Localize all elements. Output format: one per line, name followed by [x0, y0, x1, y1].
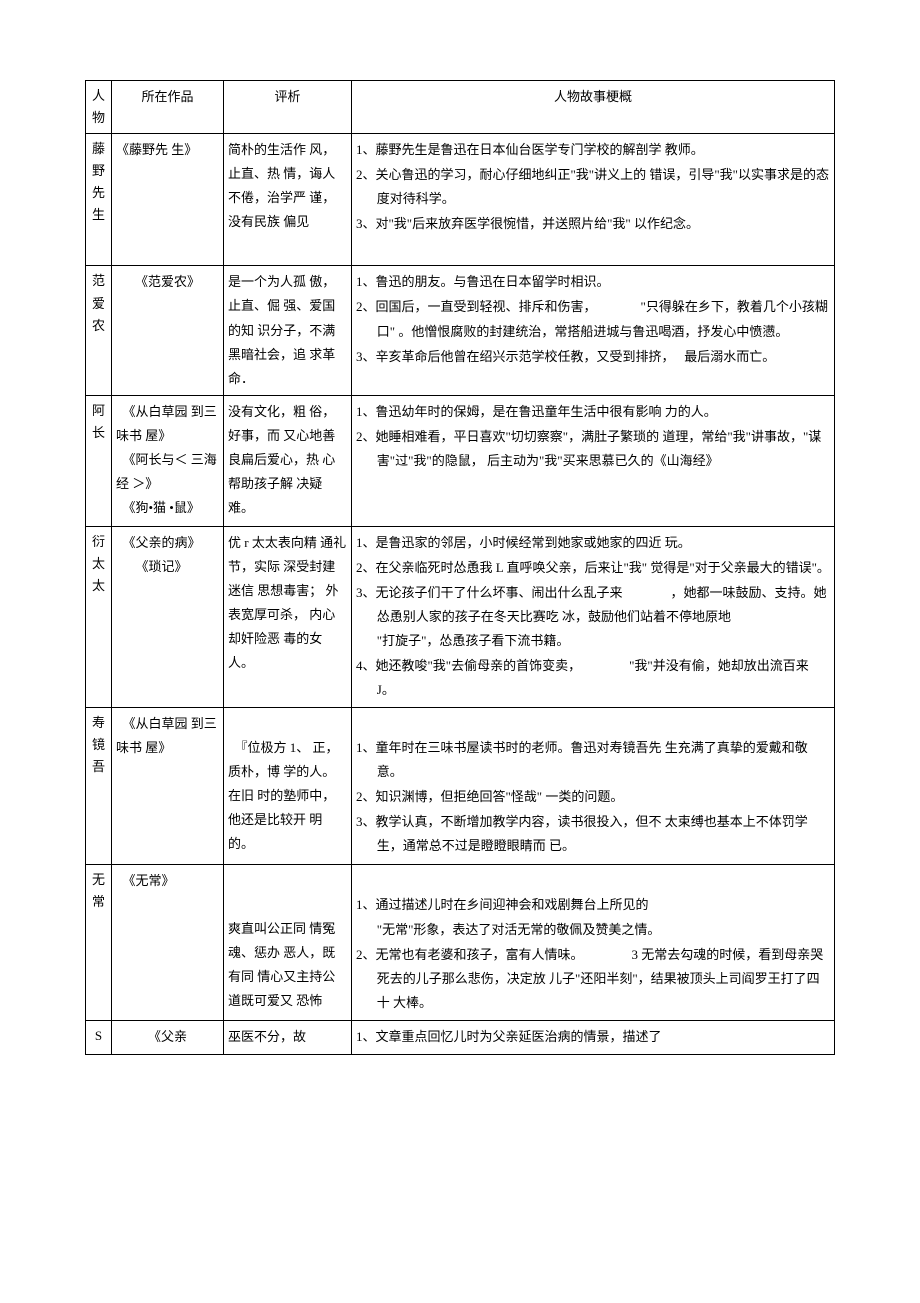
story-item: 1、通过描述儿时在乡间迎神会和戏剧舞台上所见的: [356, 893, 830, 917]
table-header-row: 人物 所在作品 评析 人物故事梗概: [86, 81, 835, 134]
table-row: 寿镜吾 《从白草园 到三味书 屋》 『位极方 1、 正，质朴，博 学的人。在旧 …: [86, 708, 835, 864]
story-item: 2、无常也有老婆和孩子，富有人情味。3 无常去勾魂的时候，看到母亲哭死去的儿子那…: [356, 943, 830, 1015]
cell-person: 衍太太: [86, 526, 112, 707]
table-row: 无常 《无常》 爽直叫公正同 情冤魂、惩办 恶人，既有同 情心又主持公 道既可爱…: [86, 864, 835, 1020]
cell-analysis: 简朴的生活作 风，止直、热 情，诲人不倦，治学严 谨，没有民族 偏见: [224, 134, 352, 266]
col-header-works: 所在作品: [112, 81, 224, 134]
table-row: S 《父亲 巫医不分，故 1、文章重点回忆儿时为父亲延医治病的情景，描述了: [86, 1020, 835, 1054]
cell-person: 范爱农: [86, 266, 112, 395]
table-row: 藤野先生 《藤野先 生》 简朴的生活作 风，止直、热 情，诲人不倦，治学严 谨，…: [86, 134, 835, 266]
cell-person: S: [86, 1020, 112, 1054]
cell-person: 无常: [86, 864, 112, 1020]
character-table: 人物 所在作品 评析 人物故事梗概 藤野先生 《藤野先 生》 简朴的生活作 风，…: [85, 80, 835, 1055]
cell-person: 寿镜吾: [86, 708, 112, 864]
cell-analysis: 是一个为人孤 傲，止直、倔 强、爱国的知 识分子，不满 黑暗社会，追 求革命．: [224, 266, 352, 395]
cell-story: 1、是鲁迅家的邻居，小时候经常到她家或她家的四近 玩。 2、在父亲临死时怂恿我 …: [352, 526, 835, 707]
cell-works: 《从白草园 到三味书 屋》: [112, 708, 224, 864]
story-item: 3、无论孩子们干了什么坏事、闹出什么乱子来，她都一味鼓励、支持。她怂恿别人家的孩…: [356, 581, 830, 653]
table-row: 范爱农 《范爱农》 是一个为人孤 傲，止直、倔 强、爱国的知 识分子，不满 黑暗…: [86, 266, 835, 395]
story-item: 3、教学认真，不断增加教学内容，读书很投入，但不 太束缚也基本上不体罚学生，通常…: [356, 810, 830, 858]
cell-works: 《范爱农》: [112, 266, 224, 395]
story-item: 1、鲁迅的朋友。与鲁迅在日本留学时相识。: [356, 270, 830, 294]
cell-story: 1、童年时在三味书屋读书时的老师。鲁迅对寿镜吾先 生充满了真挚的爱戴和敬意。 2…: [352, 708, 835, 864]
cell-works: 《父亲的病》 《琐记》: [112, 526, 224, 707]
cell-story: 1、通过描述儿时在乡间迎神会和戏剧舞台上所见的 "无常"形象，表达了对活无常的敬…: [352, 864, 835, 1020]
table-row: 阿长 《从白草园 到三味书 屋》 《阿长与＜ 三海经 ＞》 《狗•猫 •鼠》 没…: [86, 395, 835, 526]
cell-analysis: 没有文化，粗 俗，好事，而 又心地善良扁后爱心，热 心帮助孩子解 决疑难。: [224, 395, 352, 526]
story-item: "无常"形象，表达了对活无常的敬佩及赞美之情。: [356, 918, 830, 942]
story-item: 3、辛亥革命后他曾在绍兴示范学校任教，又受到排挤， 最后溺水而亡。: [356, 345, 830, 369]
story-item: 2、在父亲临死时怂恿我 L 直呼唤父亲，后来让"我" 觉得是"对于父亲最大的错误…: [356, 556, 830, 580]
cell-works: 《从白草园 到三味书 屋》 《阿长与＜ 三海经 ＞》 《狗•猫 •鼠》: [112, 395, 224, 526]
story-item: 2、知识渊博，但拒绝回答"怪哉" 一类的问题。: [356, 785, 830, 809]
cell-story: 1、鲁迅的朋友。与鲁迅在日本留学时相识。 2、回国后，一直受到轻视、排斥和伤害，…: [352, 266, 835, 395]
cell-story: 1、文章重点回忆儿时为父亲延医治病的情景，描述了: [352, 1020, 835, 1054]
col-header-person: 人物: [86, 81, 112, 134]
cell-works: 《无常》: [112, 864, 224, 1020]
story-item: 1、童年时在三味书屋读书时的老师。鲁迅对寿镜吾先 生充满了真挚的爱戴和敬意。: [356, 736, 830, 784]
story-item: 2、回国后，一直受到轻视、排斥和伤害，"只得躲在乡下，教着几个小孩糊口" 。他憎…: [356, 295, 830, 343]
cell-person: 藤野先生: [86, 134, 112, 266]
table-row: 衍太太 《父亲的病》 《琐记》 优 r 太太表向精 通礼节，实际 深受封建迷信 …: [86, 526, 835, 707]
story-item: 1、鲁迅幼年时的保姆，是在鲁迅童年生活中很有影响 力的人。: [356, 400, 830, 424]
col-header-story: 人物故事梗概: [352, 81, 835, 134]
cell-works: 《藤野先 生》: [112, 134, 224, 266]
cell-analysis: 优 r 太太表向精 通礼节，实际 深受封建迷信 思想毒害； 外表宽厚可杀， 内心…: [224, 526, 352, 707]
cell-works: 《父亲: [112, 1020, 224, 1054]
cell-analysis: 巫医不分，故: [224, 1020, 352, 1054]
cell-story: 1、藤野先生是鲁迅在日本仙台医学专门学校的解剖学 教师。 2、关心鲁迅的学习，耐…: [352, 134, 835, 266]
cell-person: 阿长: [86, 395, 112, 526]
story-item: 2、关心鲁迅的学习，耐心仔细地纠正"我"讲义上的 错误，引导"我"以实事求是的态…: [356, 163, 830, 211]
story-item: 4、她还教唆"我"去偷母亲的首饰变卖，"我"并没有偷，她却放出流百来 J。: [356, 654, 830, 702]
story-item: 2、她睡相难看，平日喜欢"切切察察"，满肚子繁琐的 道理，常给"我"讲事故，"谋…: [356, 425, 830, 473]
story-item: 3、对"我"后来放弃医学很惋惜，并送照片给"我" 以作纪念。: [356, 212, 830, 236]
cell-analysis: 『位极方 1、 正，质朴，博 学的人。在旧 时的塾师中，他还是比较开 明的。: [224, 708, 352, 864]
cell-story: 1、鲁迅幼年时的保姆，是在鲁迅童年生活中很有影响 力的人。 2、她睡相难看，平日…: [352, 395, 835, 526]
story-item: 1、藤野先生是鲁迅在日本仙台医学专门学校的解剖学 教师。: [356, 138, 830, 162]
cell-analysis: 爽直叫公正同 情冤魂、惩办 恶人，既有同 情心又主持公 道既可爱又 恐怖: [224, 864, 352, 1020]
story-item: 1、文章重点回忆儿时为父亲延医治病的情景，描述了: [356, 1025, 830, 1049]
col-header-analysis: 评析: [224, 81, 352, 134]
story-item: 1、是鲁迅家的邻居，小时候经常到她家或她家的四近 玩。: [356, 531, 830, 555]
